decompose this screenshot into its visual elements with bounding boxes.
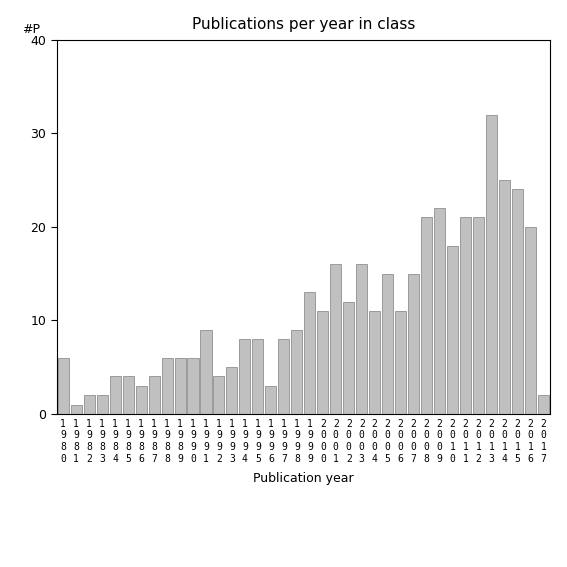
Bar <box>96 395 108 414</box>
Bar <box>460 217 471 414</box>
Bar <box>201 329 211 414</box>
Bar <box>525 227 536 414</box>
Bar <box>499 180 510 414</box>
Bar <box>331 264 341 414</box>
Text: #P: #P <box>22 23 40 36</box>
Bar <box>58 358 69 414</box>
Bar <box>109 376 121 414</box>
Bar <box>538 395 549 414</box>
Bar <box>265 386 276 414</box>
Bar <box>162 358 172 414</box>
Bar <box>318 311 328 414</box>
Bar <box>369 311 380 414</box>
Bar <box>71 405 82 414</box>
X-axis label: Publication year: Publication year <box>253 472 354 485</box>
Bar <box>291 329 302 414</box>
Bar <box>421 217 432 414</box>
Bar <box>304 293 315 414</box>
Bar <box>343 302 354 414</box>
Bar <box>213 376 225 414</box>
Bar <box>252 339 264 414</box>
Bar <box>188 358 198 414</box>
Bar <box>278 339 289 414</box>
Bar <box>408 274 419 414</box>
Bar <box>486 115 497 414</box>
Bar <box>226 367 238 414</box>
Bar <box>175 358 185 414</box>
Bar <box>395 311 406 414</box>
Bar <box>84 395 95 414</box>
Bar <box>136 386 147 414</box>
Bar <box>512 189 523 414</box>
Title: Publications per year in class: Publications per year in class <box>192 16 415 32</box>
Bar <box>447 246 458 414</box>
Bar <box>356 264 367 414</box>
Bar <box>473 217 484 414</box>
Bar <box>382 274 393 414</box>
Bar <box>149 376 159 414</box>
Bar <box>434 208 445 414</box>
Bar <box>239 339 251 414</box>
Bar <box>122 376 134 414</box>
